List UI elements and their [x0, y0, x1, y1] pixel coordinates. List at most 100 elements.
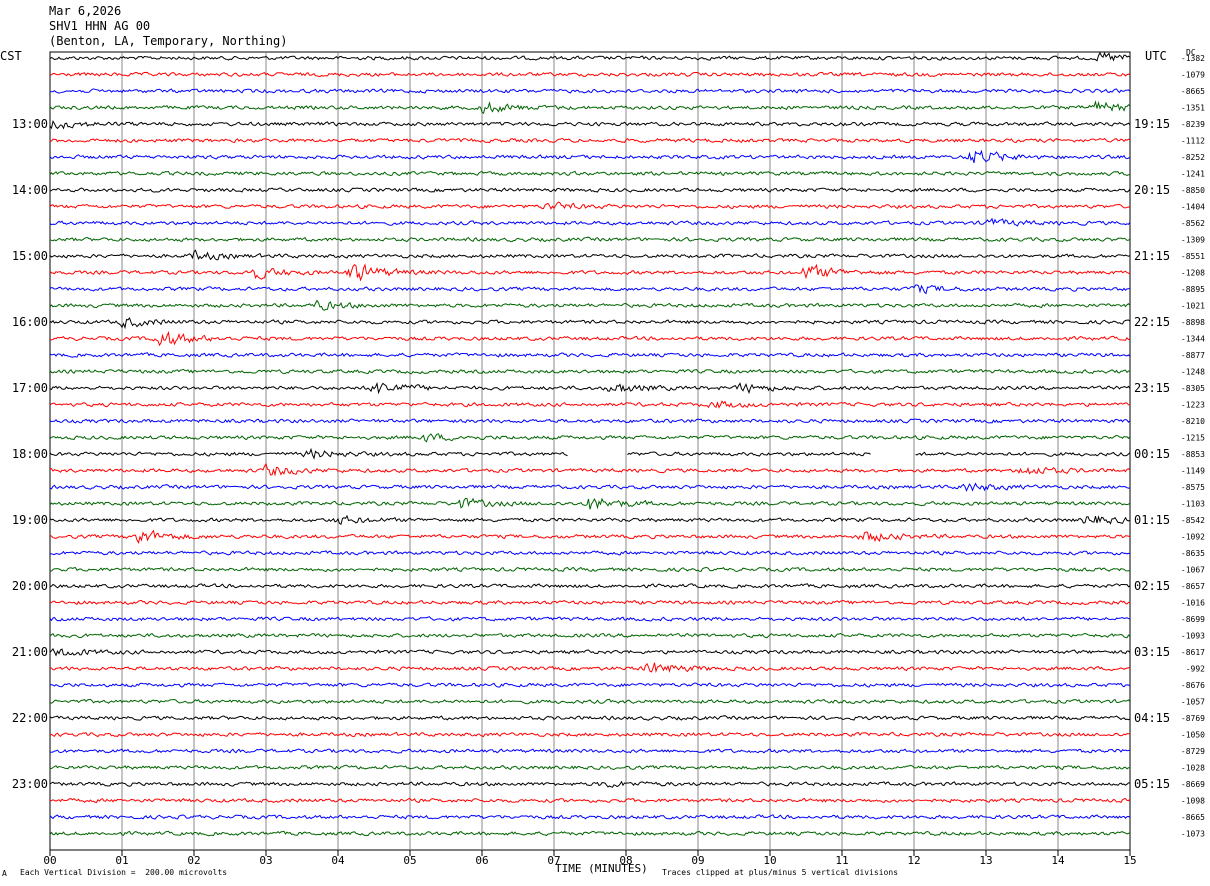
x-tick-label: 01	[115, 854, 128, 867]
dc-offset-label: -8850	[1181, 186, 1205, 195]
seismic-trace	[49, 170, 1131, 177]
seismic-trace	[49, 647, 1131, 657]
right-timezone-label: UTC	[1145, 49, 1167, 63]
left-timezone-label: CST	[0, 49, 22, 63]
dc-offset-label: -1344	[1181, 335, 1205, 344]
seismic-trace	[49, 352, 1131, 358]
seismic-trace	[49, 764, 1131, 771]
x-tick-label: 10	[763, 854, 776, 867]
seismic-trace	[49, 583, 1131, 589]
dc-offset-label: -1223	[1181, 401, 1205, 410]
seismic-trace	[49, 119, 1131, 130]
dc-offset-label: -1098	[1181, 797, 1205, 806]
seismic-trace	[49, 682, 1131, 688]
dc-offset-label: -8699	[1181, 615, 1205, 624]
x-tick-label: 09	[691, 854, 704, 867]
dc-offset-label: -8665	[1181, 813, 1205, 822]
right-hour-label: 20:15	[1134, 183, 1170, 197]
seismic-trace	[49, 514, 1131, 525]
right-hour-label: 05:15	[1134, 777, 1170, 791]
seismic-trace	[49, 71, 1131, 78]
seismic-trace	[49, 284, 1131, 295]
dc-offset-label: -8575	[1181, 483, 1205, 492]
corner-mark: A	[2, 869, 7, 878]
seismic-trace	[49, 731, 1131, 738]
dc-offset-label: -8877	[1181, 351, 1205, 360]
dc-offset-label: -1149	[1181, 467, 1205, 476]
right-hour-label: 03:15	[1134, 645, 1170, 659]
right-hour-label: 04:15	[1134, 711, 1170, 725]
left-hour-label: 14:00	[12, 183, 48, 197]
dc-offset-label: -1057	[1181, 698, 1205, 707]
dc-offset-label: -8669	[1181, 780, 1205, 789]
x-tick-label: 04	[331, 854, 345, 867]
dc-offset-label: -8210	[1181, 417, 1205, 426]
right-hour-label: 19:15	[1134, 117, 1170, 131]
seismic-trace	[49, 447, 1131, 460]
x-tick-label: 13	[979, 854, 992, 867]
dc-offset-label: -1382	[1181, 54, 1205, 63]
dc-offset-label: -1351	[1181, 104, 1205, 113]
right-hour-label: 02:15	[1134, 579, 1170, 593]
seismic-trace	[49, 400, 1131, 409]
dc-offset-label: -1248	[1181, 368, 1205, 377]
dc-offset-label: -1208	[1181, 269, 1205, 278]
left-hour-label: 13:00	[12, 117, 48, 131]
clip-note: Traces clipped at plus/minus 5 vertical …	[662, 868, 899, 877]
dc-offset-label: -1404	[1181, 203, 1205, 212]
seismic-trace	[49, 149, 1131, 164]
dc-offset-label: -8239	[1181, 120, 1205, 129]
seismic-trace	[49, 715, 1131, 721]
dc-offset-label: -8898	[1181, 318, 1205, 327]
dc-offset-label: -1241	[1181, 170, 1205, 179]
dc-offset-label: -1021	[1181, 302, 1205, 311]
right-hour-label: 21:15	[1134, 249, 1170, 263]
right-hour-label: 23:15	[1134, 381, 1170, 395]
dc-offset-label: -1073	[1181, 830, 1205, 839]
x-tick-label: 14	[1051, 854, 1065, 867]
seismic-trace	[49, 100, 1131, 115]
seismic-trace	[49, 662, 1131, 674]
seismic-trace	[49, 797, 1131, 804]
dc-offset-label: -8617	[1181, 648, 1205, 657]
station-location: (Benton, LA, Temporary, Northing)	[49, 34, 288, 48]
dc-offset-label: -992	[1186, 665, 1205, 674]
dc-offset-label: -8542	[1181, 516, 1205, 525]
seismic-trace	[49, 550, 1131, 556]
x-tick-label: 06	[475, 854, 488, 867]
seismic-trace	[49, 317, 1131, 330]
x-tick-label: 07	[547, 854, 560, 867]
right-hour-label: 01:15	[1134, 513, 1170, 527]
seismic-trace	[49, 482, 1131, 492]
seismic-trace	[49, 698, 1131, 705]
left-hour-label: 18:00	[12, 447, 48, 461]
seismic-trace	[49, 236, 1131, 243]
seismic-trace	[49, 381, 1131, 395]
seismic-trace	[49, 187, 1131, 193]
dc-offset-label: -8729	[1181, 747, 1205, 756]
dc-offset-label: -8305	[1181, 384, 1205, 393]
left-hour-label: 17:00	[12, 381, 48, 395]
dc-offset-label: -1092	[1181, 533, 1205, 542]
dc-offset-label: -1215	[1181, 434, 1205, 443]
left-hour-label: 23:00	[12, 777, 48, 791]
dc-offset-label: -1028	[1181, 764, 1205, 773]
dc-offset-label: -1112	[1181, 137, 1205, 146]
plot-date: Mar 6,2026	[49, 4, 122, 18]
dc-offset-label: -8562	[1181, 219, 1205, 228]
dc-offset-label: -8853	[1181, 450, 1205, 459]
seismic-trace	[49, 780, 1130, 788]
left-hour-label: 15:00	[12, 249, 48, 263]
x-tick-label: 12	[907, 854, 920, 867]
dc-offset-label: -1103	[1181, 500, 1205, 509]
seismic-trace	[49, 830, 1131, 837]
seismic-trace	[49, 299, 1131, 311]
seismic-trace	[49, 748, 1131, 754]
plot-frame	[49, 51, 1131, 851]
left-hour-label: 21:00	[12, 645, 48, 659]
seismic-trace	[49, 418, 1131, 424]
seismic-trace	[49, 263, 1131, 282]
dc-offset-label: -1016	[1181, 599, 1205, 608]
x-tick-label: 05	[403, 854, 416, 867]
x-tick-label: 11	[835, 854, 848, 867]
